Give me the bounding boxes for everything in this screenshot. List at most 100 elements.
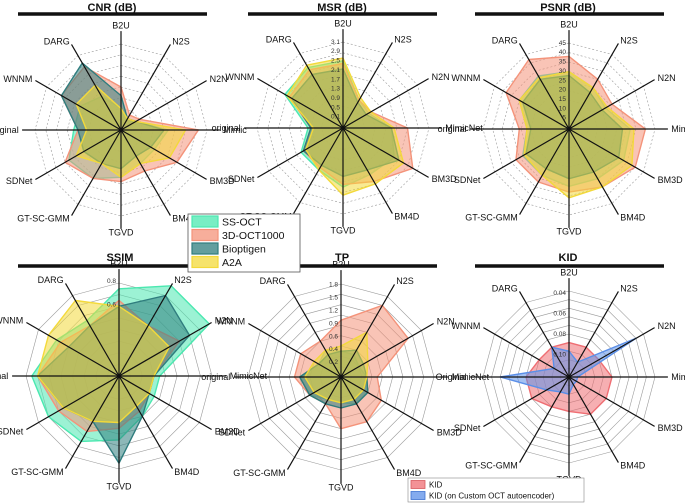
spoke-label-n2s: N2S (172, 36, 190, 46)
spoke-line (248, 376, 342, 432)
legend-item-3d-oct1000: 3D-OCT1000 (191, 228, 285, 242)
spoke-label-original: original (212, 123, 241, 133)
spoke-label-darg: DARG (266, 34, 292, 44)
spoke-label-b2u: B2U (112, 21, 130, 31)
tick-label: 0.6 (329, 333, 338, 340)
spoke-label-n2s: N2S (396, 276, 414, 286)
spoke-line (340, 376, 434, 432)
spoke-label-n2n: N2N (432, 72, 450, 82)
legend-swatch (191, 228, 219, 242)
legend-frame (407, 477, 585, 503)
spoke-label-n2s: N2S (174, 275, 192, 285)
spoke-line (342, 42, 393, 129)
spoke-label-sdnet: SDNet (228, 174, 255, 184)
radar-chart-psnr: PSNR (dB) 5 10 15 20 25 30 35 40 45 B2U N2S N2N Mim… (438, 2, 685, 236)
spoke-label-sdnet: SDNet (454, 175, 481, 185)
spoke-line (120, 129, 207, 180)
spoke-line (340, 284, 396, 378)
spoke-label-gt-sc-gmm: GT-SC-GMM (465, 213, 518, 223)
spoke-labels: B2U N2S N2N Mimic BM3D BM4D TGVD GT-SC-GMM SDNet… (0, 21, 247, 238)
spoke-line (257, 77, 344, 129)
spoke-label-mimic: Mimic (223, 125, 247, 135)
legend-swatch (191, 215, 219, 228)
chart-title: MSR (dB) (317, 2, 367, 14)
spoke-line (118, 375, 174, 469)
spoke-label-original: original (438, 124, 467, 134)
spoke-label-bm4d: BM4D (396, 468, 422, 478)
spoke-label-original: original (0, 371, 8, 381)
tick-label: 1.7 (331, 76, 340, 83)
spoke-line (340, 322, 434, 378)
radar-chart-kid: KID 0.10 0.08 0.06 0.04 B2U N2S N2N MimicNet BM… (436, 252, 685, 484)
tick-label: 1.2 (329, 307, 338, 314)
tick-label: 2.5 (331, 58, 340, 65)
spoke-label-original: original (201, 372, 230, 382)
chart-title: PSNR (dB) (540, 2, 596, 14)
spoke-line (342, 127, 393, 214)
spoke-line (71, 129, 122, 216)
spoke-line (35, 79, 122, 131)
legend-label: KID (on Custom OCT autoencoder) (429, 492, 555, 501)
spoke-line (568, 128, 619, 215)
spoke-line (286, 284, 342, 378)
tick-label: 1.5 (329, 295, 338, 302)
spoke-label-b2u: B2U (110, 258, 128, 268)
chart-title: TP (335, 252, 349, 264)
legend-swatch (410, 491, 426, 500)
spoke-label-gt-sc-gmm: GT-SC-GMM (11, 467, 64, 477)
spoke-labels: B2U N2S N2N MimicNet BM3D BM4D TGVD GT-SC-GMM SD… (0, 258, 268, 491)
spoke-label-bm3d: BM3D (658, 423, 684, 433)
spoke-label-mimicnet: MimicNet (671, 372, 685, 382)
tick-label: 2.1 (331, 67, 340, 74)
spoke-line (118, 375, 212, 431)
spoke-line (26, 321, 120, 377)
spoke-label-gt-sc-gmm: GT-SC-GMM (233, 468, 286, 478)
spoke-labels: B2U N2S N2N MimicNet BM3D BM4D TGVD GT-SC-GMM SD… (438, 20, 685, 237)
spoke-label-wnnm: WNNM (216, 317, 245, 327)
legend-swatch (191, 242, 219, 255)
legend-item-a2a: A2A (191, 255, 242, 269)
spoke-label-wnnm: WNNM (0, 316, 23, 326)
spoke-label-darg: DARG (492, 283, 518, 293)
spoke-line (568, 291, 619, 378)
tick-label: 0.8 (107, 278, 116, 285)
spoke-label-sdnet: SDNet (0, 426, 24, 436)
spoke-line (342, 127, 429, 178)
legend-label: KID (429, 481, 443, 490)
spoke-label-wnnm: WNNM (451, 73, 480, 83)
legend-item-bioptigen: Bioptigen (191, 242, 266, 256)
spoke-label-bm4d: BM4D (620, 213, 646, 223)
spoke-line (248, 322, 342, 378)
tick-label: 0.04 (553, 290, 566, 297)
spoke-label-wnnm: WNNM (3, 74, 32, 84)
spoke-label-tgvd: TGVD (328, 483, 354, 493)
tick-label: 0.1 (331, 114, 340, 121)
radial-ticks: 0.8 0.6 (107, 278, 116, 308)
series-polygons (284, 57, 414, 196)
spoke-label-bm4d: BM4D (394, 212, 420, 222)
spoke-line (568, 327, 655, 378)
spoke-label-b2u: B2U (560, 20, 578, 30)
spoke-label-bm4d: BM4D (172, 214, 198, 224)
spoke-label-n2n: N2N (215, 316, 233, 326)
kid-legend: KID KID (on Custom OCT autoencoder) (407, 477, 585, 503)
spoke-line (26, 375, 120, 431)
spoke-line (120, 80, 207, 131)
spoke-line (118, 321, 212, 377)
spoke-label-b2u: B2U (560, 268, 578, 278)
tick-label: 0.4 (329, 346, 338, 353)
spoke-label-n2s: N2S (620, 283, 638, 293)
tick-label: 35 (559, 59, 567, 66)
spoke-line (286, 376, 342, 470)
spoke-label-mimicnet: MimicNet (445, 123, 483, 133)
spoke-label-n2n: N2N (658, 321, 676, 331)
tick-label: 30 (559, 68, 567, 75)
spoke-label-b2u: B2U (334, 19, 352, 29)
tick-label: 0.06 (553, 311, 566, 318)
spoke-label-mimicnet: MimicNet (671, 124, 685, 134)
tick-label: 5 (562, 115, 566, 122)
spoke-line (483, 327, 570, 378)
spoke-label-sdnet: SDNet (454, 423, 481, 433)
legend-item-kid: KID (410, 480, 443, 490)
